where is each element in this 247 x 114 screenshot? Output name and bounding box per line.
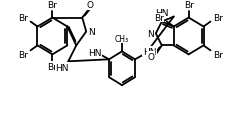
Text: HN: HN (155, 9, 169, 18)
Text: Br: Br (47, 1, 57, 10)
Text: Br: Br (184, 1, 194, 10)
Text: Br: Br (154, 14, 164, 23)
Text: O: O (147, 52, 154, 61)
Text: HN: HN (143, 47, 156, 56)
Text: N: N (147, 30, 154, 39)
Text: Br: Br (213, 50, 223, 59)
Text: N: N (88, 28, 95, 37)
Text: Br: Br (47, 62, 57, 71)
Text: HN: HN (88, 48, 101, 57)
Text: Br: Br (18, 50, 27, 59)
Text: HN: HN (56, 63, 69, 72)
Text: O: O (87, 1, 94, 10)
Text: Br: Br (18, 14, 27, 23)
Text: Br: Br (213, 14, 223, 23)
Text: CH₃: CH₃ (115, 35, 129, 44)
